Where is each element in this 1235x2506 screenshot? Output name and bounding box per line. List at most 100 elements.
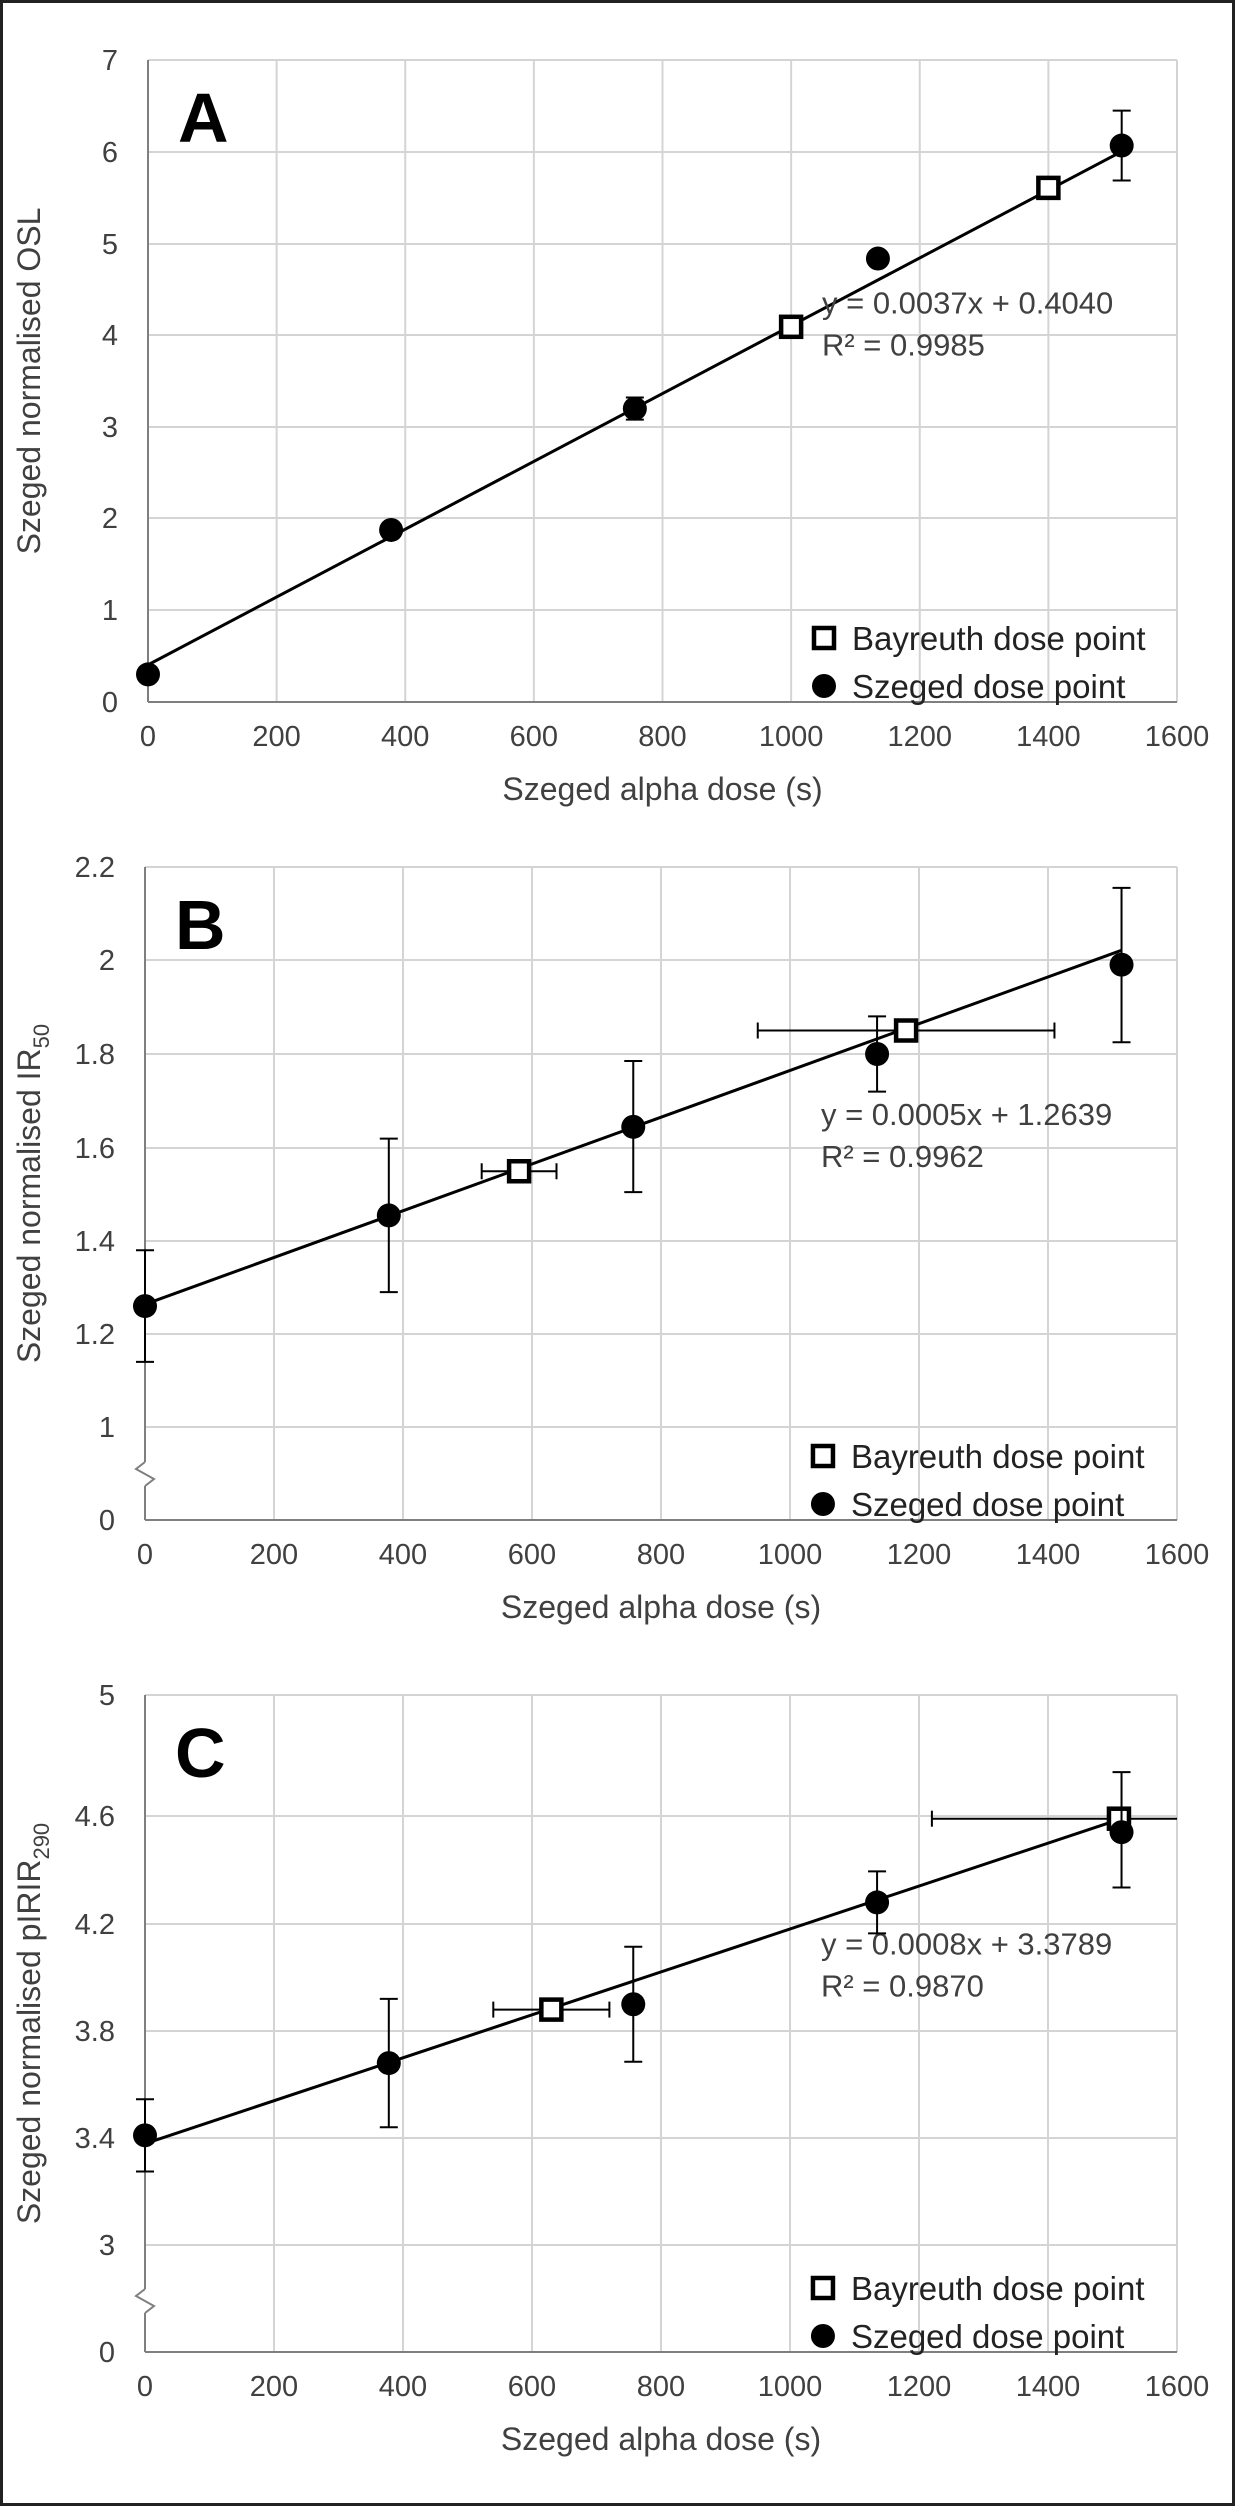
- y-tick-label: 3: [99, 2230, 115, 2262]
- y-tick-label: 1.4: [75, 1226, 115, 1258]
- y-axis-title: Szeged normalised OSL: [11, 208, 47, 555]
- legend-swatch-szeged: [811, 674, 836, 698]
- legend-swatch-bayreuth: [810, 1443, 836, 1469]
- szeged-data-point: [133, 1294, 157, 1319]
- y-tick-label: 1: [102, 595, 118, 627]
- panel-a: 0 200 400 600 800 1000 1200 1400 1600 0 1 2 3 4 5 6 7 Sze…: [11, 45, 1209, 807]
- bayreuth-data-point: [778, 314, 804, 340]
- legend-swatch-bayreuth: [811, 625, 837, 651]
- x-tick-label: 600: [508, 1539, 556, 1571]
- axis-break-icon: [134, 2288, 156, 2314]
- bayreuth-data-point: [539, 1997, 564, 2022]
- y-tick-label: 7: [102, 45, 118, 77]
- legend-label: Szeged dose point: [852, 668, 1125, 705]
- y-tick-label: 2.2: [75, 852, 115, 884]
- y-tick-label: 5: [99, 1680, 115, 1712]
- trendline-r-squared: R² = 0.9962: [821, 1139, 984, 1174]
- bayreuth-data-point: [893, 1018, 919, 1043]
- y-tick-label: 2: [99, 945, 115, 977]
- panel-letter: A: [178, 79, 229, 157]
- x-axis-title: Szeged alpha dose (s): [501, 1589, 821, 1625]
- x-tick-label: 1400: [1016, 721, 1081, 753]
- y-tick-label: 0: [102, 687, 118, 719]
- y-tick-label: 2: [102, 503, 118, 535]
- y-tick-label: 3.8: [75, 2016, 115, 2048]
- trendline-equation: y = 0.0008x + 3.3789: [821, 1927, 1112, 1962]
- panel-letter: B: [175, 886, 226, 964]
- trendline-r-squared: R² = 0.9985: [822, 328, 985, 363]
- x-tick-label: 600: [508, 2371, 556, 2403]
- x-tick-label: 200: [250, 1539, 298, 1571]
- szeged-data-point: [865, 246, 890, 271]
- x-axis-title: Szeged alpha dose (s): [502, 771, 822, 807]
- trendline-r-squared: R² = 0.9870: [821, 1969, 984, 2004]
- axis-break-icon: [134, 1461, 156, 1487]
- y-tick-label: 0: [99, 1505, 115, 1537]
- x-tick-label: 400: [379, 1539, 427, 1571]
- x-tick-label: 400: [379, 2371, 427, 2403]
- y-tick-label: 1.8: [75, 1039, 115, 1071]
- legend-swatch-szeged: [810, 2324, 835, 2348]
- trendline-equation: y = 0.0005x + 1.2639: [821, 1097, 1112, 1132]
- szeged-data-point: [133, 2123, 157, 2148]
- x-tick-label: 1200: [887, 2371, 952, 2403]
- x-tick-label: 1200: [887, 1539, 952, 1571]
- x-tick-label: 1400: [1016, 2371, 1081, 2403]
- szeged-data-point: [622, 396, 647, 421]
- x-tick-label: 1400: [1016, 1539, 1081, 1571]
- szeged-data-point: [379, 517, 404, 542]
- panel-b: 0 200 400 600 800 1000 1200 1400 1600 0 1 1.2 1.4 1.6…: [11, 852, 1209, 1625]
- x-tick-label: 200: [250, 2371, 298, 2403]
- trendline-equation: y = 0.0037x + 0.4040: [822, 286, 1113, 321]
- x-tick-label: 800: [637, 1539, 685, 1571]
- x-tick-label: 1200: [887, 721, 952, 753]
- x-tick-label: 200: [252, 721, 300, 753]
- szeged-data-point: [136, 662, 160, 687]
- legend-swatch-szeged: [810, 1492, 835, 1516]
- szeged-data-point: [1109, 952, 1134, 977]
- szeged-data-point: [865, 1042, 890, 1066]
- y-axis-title-subscript: 50: [29, 1024, 54, 1048]
- x-tick-label: 800: [637, 2371, 685, 2403]
- y-tick-label: 4.2: [75, 1909, 115, 1941]
- szeged-data-point: [621, 1114, 646, 1139]
- y-tick-label: 0: [99, 2337, 115, 2369]
- legend-label: Bayreuth dose point: [852, 620, 1146, 657]
- legend-label: Bayreuth dose point: [851, 1438, 1145, 1475]
- szeged-data-point: [376, 2051, 401, 2076]
- y-axis-title: Szeged normalised pIRIR290: [11, 1823, 54, 2224]
- y-axis-title-subscript: 290: [29, 1823, 54, 1860]
- y-tick-label: 1.6: [75, 1133, 115, 1165]
- szeged-data-point: [865, 1890, 890, 1915]
- x-tick-label: 1000: [759, 721, 824, 753]
- x-tick-label: 0: [137, 1539, 153, 1571]
- panel-letter: C: [175, 1714, 226, 1792]
- x-tick-label: 1000: [758, 2371, 823, 2403]
- bayreuth-data-point: [506, 1159, 532, 1184]
- panel-c: 0 200 400 600 800 1000 1200 1400 1600 0 3 3.4 3.8 4.2…: [11, 1680, 1209, 2457]
- legend-label: Szeged dose point: [851, 2318, 1124, 2355]
- y-tick-label: 4.6: [75, 1801, 115, 1833]
- y-tick-label: 6: [102, 137, 118, 169]
- szeged-data-point: [621, 1992, 646, 2017]
- y-tick-label: 1.2: [75, 1319, 115, 1351]
- x-axis-title: Szeged alpha dose (s): [501, 2421, 821, 2457]
- y-tick-label: 4: [102, 320, 118, 352]
- y-tick-label: 3: [102, 412, 118, 444]
- szeged-data-point: [376, 1203, 401, 1228]
- legend-label: Szeged dose point: [851, 1486, 1124, 1523]
- legend-swatch-bayreuth: [810, 2275, 836, 2301]
- y-tick-label: 3.4: [75, 2123, 115, 2155]
- y-tick-label: 1: [99, 1412, 115, 1444]
- y-axis-title: Szeged normalised IR50: [11, 1024, 54, 1363]
- x-tick-label: 1000: [758, 1539, 823, 1571]
- bayreuth-data-point: [1036, 175, 1061, 201]
- x-tick-label: 800: [638, 721, 686, 753]
- x-tick-label: 0: [140, 721, 156, 753]
- x-tick-label: 600: [510, 721, 558, 753]
- x-tick-label: 1600: [1145, 2371, 1210, 2403]
- x-tick-label: 1600: [1145, 721, 1210, 753]
- legend-label: Bayreuth dose point: [851, 2270, 1145, 2307]
